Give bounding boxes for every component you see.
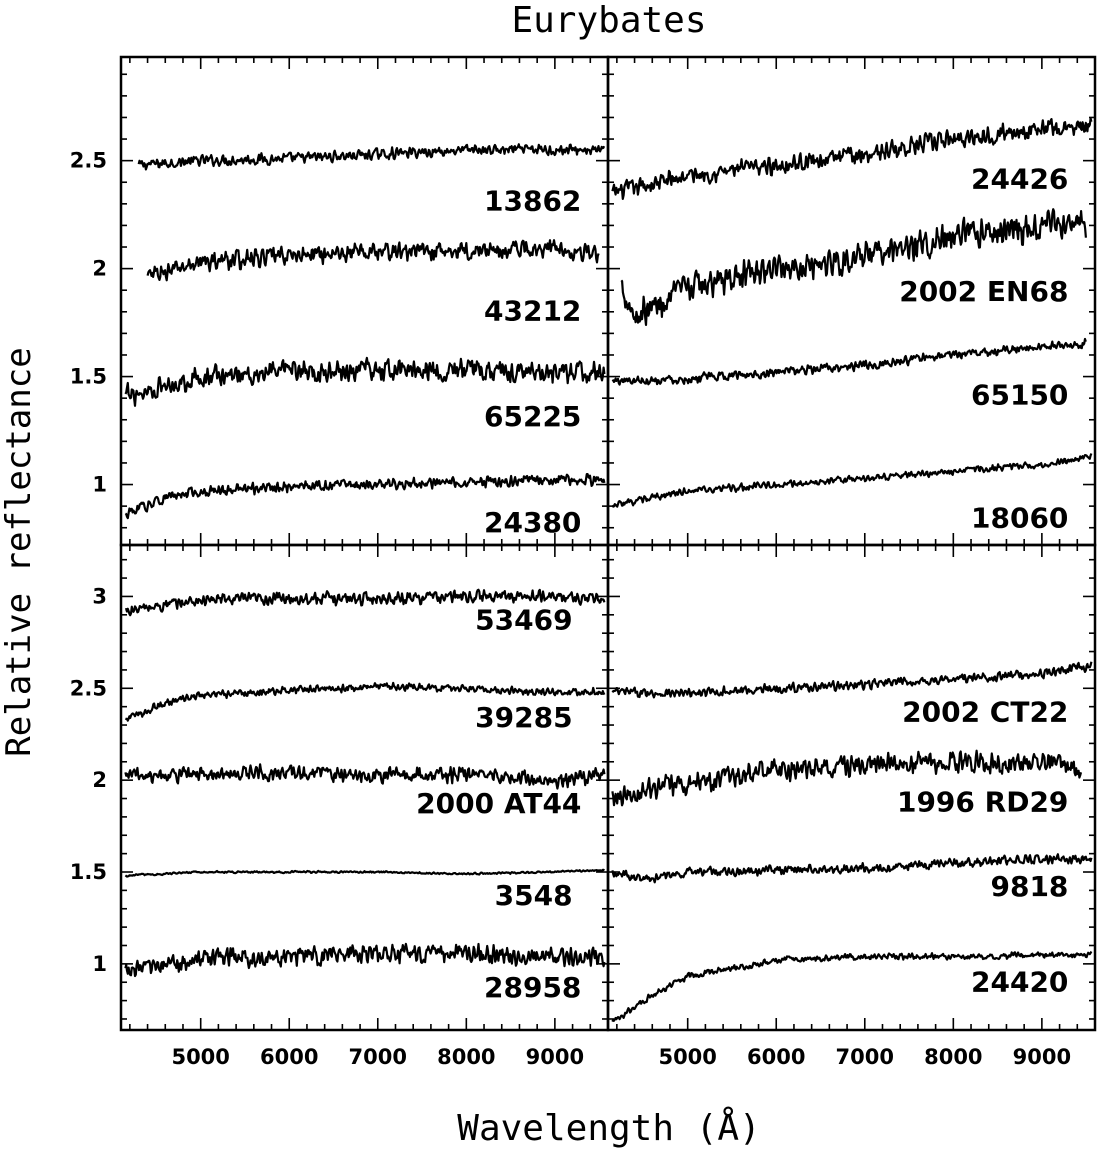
x-tick-label: 9000 [1013,1045,1071,1069]
series-label: 53469 [475,604,572,637]
panel-top-left: 1 1.5 2 2.5 13862 43212 65225 24380 [70,55,610,547]
spectrum-13862 [137,143,606,171]
series-label: 65225 [484,400,581,433]
x-tick-label: 8000 [437,1045,495,1069]
spectrum-65225 [124,356,606,407]
series-label: 3548 [495,879,573,912]
x-tick-label: 6000 [260,1045,318,1069]
panels: 1 1.5 2 2.5 13862 43212 65225 24380 24426 2002 EN… [70,55,1097,1032]
spectrum-53469 [124,588,606,617]
series-label: 39285 [475,701,572,734]
y-tick-label: 1.5 [70,860,107,884]
spectrum-65150 [611,337,1087,386]
spectrum-24380 [124,473,606,520]
y-axis-label: Relative reflectance [0,347,39,756]
panel-top-right: 24426 2002 EN68 65150 18060 [606,55,1097,547]
x-tick-label: 6000 [747,1045,805,1069]
y-tick-label: 2.5 [70,676,107,700]
chart-title: Eurybates [511,0,706,41]
series-label: 24426 [971,163,1068,196]
x-tick-label: 7000 [836,1045,894,1069]
spectrum-2002-ct22 [611,661,1093,699]
series-label: 24380 [484,506,581,539]
series-label: 9818 [990,870,1068,903]
y-tick-label: 2.5 [70,149,107,173]
x-tick-labels: 5000 6000 7000 8000 9000 5000 6000 7000 8000 9000 [171,1045,1071,1069]
series-label: 13862 [484,184,581,217]
y-tick-label: 1 [92,952,107,976]
panel-frame [606,543,1097,1032]
series-label: 2002 EN68 [899,275,1068,308]
spectrum-24426 [611,117,1093,200]
spectrum-2002-en68 [620,208,1087,326]
series-label: 43212 [484,294,581,327]
spectrum-1996-rd29 [611,749,1083,807]
y-tick-label: 3 [92,584,107,608]
x-tick-label: 8000 [924,1045,982,1069]
y-tick-label: 1.5 [70,365,107,389]
x-tick-label: 5000 [658,1045,716,1069]
spectrum-39285 [124,681,606,722]
series-label: 28958 [484,971,581,1004]
spectrum-18060 [611,453,1093,508]
spectrum-43212 [146,239,600,282]
series-label: 2002 CT22 [902,695,1068,728]
y-tick-label: 2 [92,257,107,281]
series-label: 1996 RD29 [897,785,1068,818]
spectrum-2000-at44 [124,763,606,790]
series-label: 18060 [971,502,1068,535]
y-tick-label: 1 [92,473,107,497]
series-label: 2000 AT44 [416,787,581,820]
spectrum-28958 [124,942,606,978]
spectrum-9818 [611,853,1093,884]
spectrum-24420 [611,950,1093,1023]
y-tick-label: 2 [92,768,107,792]
x-tick-label: 7000 [349,1045,407,1069]
x-tick-label: 9000 [526,1045,584,1069]
series-label: 24420 [971,965,1068,998]
spectrum-3548 [124,868,605,878]
panel-bottom-left: 1 1.5 2 2.5 3 53469 39285 2000 AT44 3548 28958 [70,543,610,1032]
panel-bottom-right: 2002 CT22 1996 RD29 9818 24420 [606,543,1097,1032]
x-axis-label: Wavelength (Å) [457,1106,760,1149]
x-tick-label: 5000 [171,1045,229,1069]
series-label: 65150 [971,379,1068,412]
